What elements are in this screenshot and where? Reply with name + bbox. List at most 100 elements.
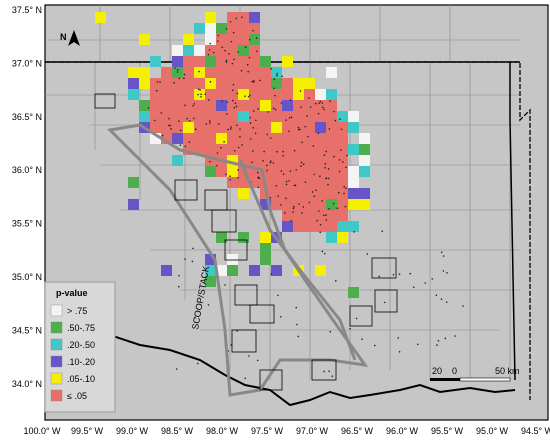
cell bbox=[194, 78, 205, 89]
event-dot bbox=[257, 176, 259, 179]
event-dot bbox=[383, 301, 386, 304]
event-dot bbox=[392, 273, 395, 276]
event-dot bbox=[327, 168, 330, 170]
cell bbox=[150, 111, 161, 122]
event-dot bbox=[244, 95, 246, 97]
cell bbox=[337, 111, 348, 122]
event-dot bbox=[302, 163, 305, 166]
event-dot bbox=[295, 306, 298, 309]
legend-swatch bbox=[50, 389, 63, 402]
event-dot bbox=[416, 343, 419, 346]
cell bbox=[304, 210, 315, 221]
cell bbox=[304, 89, 315, 100]
event-dot bbox=[299, 128, 301, 131]
event-dot bbox=[282, 173, 285, 175]
cell bbox=[304, 155, 315, 166]
event-dot bbox=[309, 106, 312, 108]
event-dot bbox=[300, 106, 302, 109]
cell bbox=[128, 89, 139, 100]
latitude-label: 36.0° N bbox=[12, 165, 42, 175]
cell bbox=[194, 133, 205, 144]
cell bbox=[337, 155, 348, 166]
event-dot bbox=[445, 301, 448, 303]
event-dot bbox=[343, 192, 345, 195]
cell bbox=[216, 144, 227, 155]
event-dot bbox=[212, 51, 215, 54]
event-dot bbox=[276, 150, 278, 153]
event-dot bbox=[225, 173, 227, 176]
cell bbox=[216, 23, 227, 34]
cell bbox=[315, 89, 326, 100]
cell bbox=[260, 100, 271, 111]
cell bbox=[260, 122, 271, 133]
cell bbox=[315, 155, 326, 166]
event-dot bbox=[246, 63, 249, 66]
event-dot bbox=[297, 335, 300, 338]
event-dot bbox=[344, 205, 347, 208]
event-dot bbox=[244, 377, 247, 380]
cell bbox=[271, 122, 282, 133]
cell bbox=[326, 221, 337, 232]
cell bbox=[150, 78, 161, 89]
cell bbox=[271, 100, 282, 111]
event-dot bbox=[424, 282, 427, 284]
cell bbox=[337, 221, 348, 232]
cell bbox=[183, 133, 194, 144]
event-dot bbox=[323, 252, 326, 255]
event-dot bbox=[444, 337, 447, 340]
event-dot bbox=[200, 95, 202, 98]
event-dot bbox=[254, 132, 257, 135]
event-dot bbox=[231, 89, 234, 92]
event-dot bbox=[256, 359, 259, 362]
cell bbox=[238, 122, 249, 133]
cell bbox=[326, 232, 337, 243]
event-dot bbox=[312, 145, 315, 147]
event-dot bbox=[333, 110, 335, 113]
cell bbox=[183, 122, 194, 133]
cell bbox=[348, 111, 359, 122]
event-dot bbox=[275, 184, 278, 187]
event-dot bbox=[230, 40, 233, 43]
event-dot bbox=[398, 273, 401, 275]
cell bbox=[161, 122, 172, 133]
cell bbox=[359, 166, 370, 177]
red-river bbox=[44, 333, 516, 407]
latitude-label: 35.5° N bbox=[12, 219, 42, 229]
event-dot bbox=[322, 106, 324, 109]
event-dot bbox=[274, 94, 276, 97]
cell bbox=[326, 188, 337, 199]
cell bbox=[249, 133, 260, 144]
event-dot bbox=[200, 93, 202, 96]
event-dot bbox=[270, 67, 272, 70]
cell bbox=[194, 122, 205, 133]
event-dot bbox=[440, 298, 443, 301]
cell bbox=[216, 100, 227, 111]
event-dot bbox=[273, 78, 276, 80]
event-dot bbox=[196, 362, 199, 365]
cell bbox=[260, 144, 271, 155]
cell bbox=[315, 265, 326, 276]
cell bbox=[249, 155, 260, 166]
event-dot bbox=[169, 124, 171, 127]
legend-label: ≤ .05 bbox=[67, 391, 87, 401]
longitude-label: 98.5° W bbox=[161, 426, 194, 436]
event-dot bbox=[229, 175, 231, 178]
event-dot bbox=[340, 149, 342, 151]
cell bbox=[227, 155, 238, 166]
cell bbox=[205, 100, 216, 111]
cell bbox=[172, 100, 183, 111]
longitude-label: 97.5° W bbox=[251, 426, 284, 436]
cell bbox=[238, 188, 249, 199]
longitude-label: 97.0° W bbox=[296, 426, 329, 436]
event-dot bbox=[323, 370, 325, 373]
cell bbox=[271, 199, 282, 210]
event-dot bbox=[249, 94, 251, 96]
event-dot bbox=[236, 330, 238, 332]
event-dot bbox=[319, 231, 322, 234]
cell bbox=[249, 67, 260, 78]
cell bbox=[150, 56, 161, 67]
cell bbox=[139, 67, 150, 78]
event-dot bbox=[207, 99, 210, 101]
cell bbox=[227, 78, 238, 89]
event-dot bbox=[300, 161, 303, 164]
